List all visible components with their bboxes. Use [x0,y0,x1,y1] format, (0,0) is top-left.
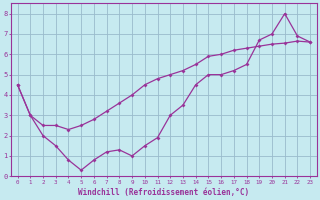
X-axis label: Windchill (Refroidissement éolien,°C): Windchill (Refroidissement éolien,°C) [78,188,249,197]
